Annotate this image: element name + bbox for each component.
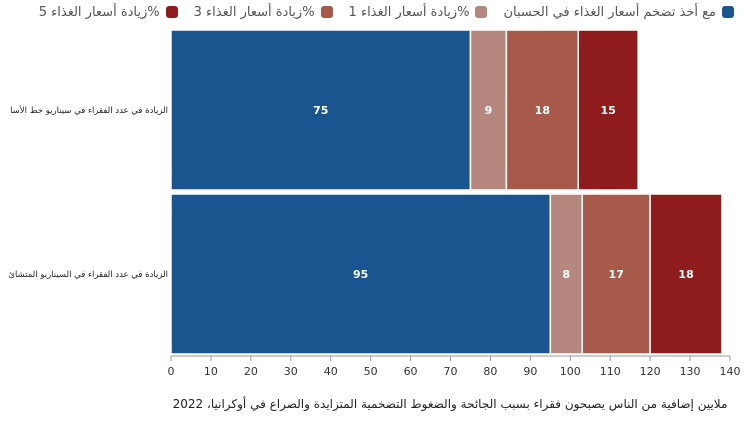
x-tick-label: 0 [168,365,175,378]
x-tick-label: 10 [204,365,218,378]
data-label: 8 [562,268,570,281]
legend-item-food-inflation[interactable]: مع أخذ تضخم أسعار الغذاء في الحسبان [503,5,734,20]
x-tick-label: 40 [324,365,338,378]
data-label: 18 [678,268,693,281]
x-axis-title: ملايين إضافية من الناس يصبحون فقراء بسبب… [172,397,728,411]
x-tick-label: 120 [640,365,661,378]
bar-segment[interactable] [170,193,552,355]
bar-segment[interactable] [469,29,508,191]
legend-label: زيادة أسعار الغذاء 5% [38,4,160,20]
bar-segment[interactable] [549,193,584,355]
data-label: 9 [485,104,493,117]
x-tick-label: 80 [483,365,497,378]
legend-swatch [165,6,178,18]
x-tick-label: 90 [523,365,537,378]
data-label: 18 [535,104,550,117]
category-label: الزيادة في عدد الفقراء في سيناريو خط الأ… [10,105,168,116]
x-tick-label: 70 [444,365,458,378]
x-tick-label: 110 [600,365,621,378]
x-tick-label: 60 [404,365,418,378]
chart-legend: مع أخذ تضخم أسعار الغذاء في الحسبان زياد… [0,0,742,24]
legend-label: زيادة أسعار الغذاء 3% [193,4,315,20]
legend-swatch [475,6,488,18]
legend-swatch [722,6,734,18]
legend-label: زيادة أسعار الغذاء 1% [348,4,470,20]
legend-item-food-3pct[interactable]: زيادة أسعار الغذاء 3% [194,5,333,20]
data-label: 17 [609,268,624,281]
x-tick-label: 130 [680,365,701,378]
legend-label: مع أخذ تضخم أسعار الغذاء في الحسبان [503,4,716,20]
bar-segment[interactable] [577,29,639,191]
bar-segment[interactable] [505,29,580,191]
legend-item-food-1pct[interactable]: زيادة أسعار الغذاء 1% [349,5,488,20]
data-label: 75 [313,104,328,117]
legend-item-food-5pct[interactable]: زيادة أسعار الغذاء 5% [39,5,178,20]
legend-swatch [320,6,333,18]
x-tick-label: 50 [364,365,378,378]
x-tick-label: 100 [560,365,581,378]
x-tick-label: 140 [720,365,741,378]
bar-segment[interactable] [581,193,651,355]
x-tick-label: 30 [284,365,298,378]
bar-segment[interactable] [649,193,723,355]
data-label: 15 [601,104,616,117]
x-tick-label: 20 [244,365,258,378]
category-label: الزيادة في عدد الفقراء في السيناريو المت… [8,270,168,280]
data-label: 95 [353,268,368,281]
